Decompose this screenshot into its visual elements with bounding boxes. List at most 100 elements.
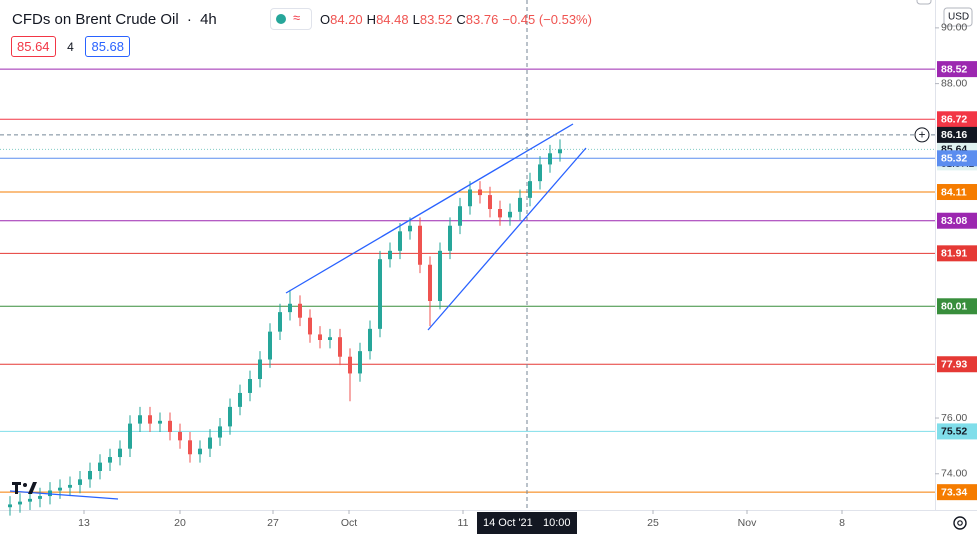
candle-body [408, 225, 412, 232]
crosshair-time: 10:00 [543, 517, 571, 529]
crosshair-time-bg [477, 512, 577, 534]
x-tick-label: 25 [647, 517, 659, 529]
y-tick-label: 74.00 [941, 468, 967, 480]
candle-body [248, 379, 252, 393]
candle-body [348, 356, 352, 374]
ohlc-key: H [366, 12, 377, 27]
candle-body [368, 328, 372, 352]
x-tick-label: 27 [267, 517, 279, 529]
candle-body [98, 462, 102, 471]
change: −0.45 (−0.53%) [502, 12, 592, 27]
x-tick-label: 13 [78, 517, 90, 529]
candle-body [128, 423, 132, 449]
candle-body [278, 312, 282, 332]
currency-selector[interactable]: USD [916, 0, 973, 27]
level-label: 85.32 [941, 153, 967, 165]
candle-body [78, 479, 82, 485]
logo [12, 482, 37, 494]
candle-body [218, 426, 222, 438]
add-alert-button[interactable] [914, 127, 930, 143]
candle-body [58, 487, 62, 491]
candle-body [28, 498, 32, 502]
candle-body [478, 189, 482, 196]
level-label: 86.72 [941, 114, 967, 126]
candle-body [338, 337, 342, 357]
add-alert-icon: + [918, 128, 925, 142]
candle-body [538, 164, 542, 182]
candle-body [428, 264, 432, 301]
candle-body [518, 197, 522, 212]
candle-body [378, 259, 382, 329]
candle-body [318, 334, 322, 340]
candle-body [528, 181, 532, 198]
crosshair-date: 14 Oct '21 [483, 517, 533, 529]
candle-body [238, 392, 242, 407]
bid[interactable]: 85.64 [11, 36, 56, 57]
candle-body [418, 225, 422, 265]
candle-body [388, 250, 392, 260]
candle-body [308, 317, 312, 335]
currency-label: USD [948, 12, 969, 23]
candle-body [118, 448, 122, 458]
title-row: CFDs on Brent Crude Oil · 4h [12, 11, 217, 28]
level-label-bg [937, 356, 977, 373]
level-label: 88.52 [941, 63, 967, 75]
candle-body [358, 351, 362, 374]
level-label-bg [937, 61, 977, 78]
candle-body [288, 303, 292, 313]
x-tick-label: 20 [174, 517, 186, 529]
candle-body [258, 359, 262, 380]
ohlc-value: 83.76 [465, 12, 499, 27]
candle-body [178, 431, 182, 441]
wedge-lower-line [427, 147, 587, 331]
level-label-bg [937, 184, 977, 201]
ask[interactable]: 85.68 [85, 36, 131, 57]
candle-body [558, 149, 562, 154]
x-tick-label: Nov [738, 517, 757, 529]
level-label: 73.34 [941, 486, 967, 498]
ohlc-value: 83.52 [419, 12, 453, 27]
candle-body [438, 250, 442, 301]
level-label-bg [937, 212, 977, 229]
level-label: 80.01 [941, 301, 967, 313]
candle-body [468, 189, 472, 207]
candle-body [68, 484, 72, 488]
candle-body [208, 437, 212, 449]
ohlc-key: O [320, 12, 331, 27]
candle-body [498, 209, 502, 218]
candle-body [38, 496, 42, 499]
wedge-upper-line [285, 123, 574, 294]
settings-icon[interactable] [953, 516, 967, 530]
candle-body [48, 490, 52, 497]
y-tick-label: 90.00 [941, 22, 967, 34]
candle-body [298, 303, 302, 318]
ohlc-legend: O84.20 H84.48 L83.52 C83.76 −0.45 (−0.53%) [320, 12, 592, 27]
candle-body [188, 440, 192, 455]
interval: 4h [200, 11, 217, 28]
status-pill[interactable]: ≈ [270, 8, 312, 30]
candle-body [108, 457, 112, 463]
candle-body [228, 406, 232, 427]
candle-body [138, 415, 142, 424]
candle-body [458, 206, 462, 226]
level-label-bg [937, 484, 977, 501]
level-label: 81.91 [941, 248, 967, 260]
candle-body [198, 448, 202, 455]
candle-body [448, 225, 452, 251]
candle-body [168, 420, 172, 432]
candle-body [268, 331, 272, 360]
spread: 4 [67, 40, 74, 54]
candle-body [328, 337, 332, 340]
y-tick-label: 76.00 [941, 412, 967, 424]
x-tick-label: 11 [458, 517, 469, 529]
bid-ask: 85.64 4 85.68 [11, 36, 131, 57]
level-label-bg [937, 111, 977, 128]
level-label: 77.93 [941, 359, 967, 371]
level-label: 84.11 [941, 186, 967, 198]
candle-body [548, 153, 552, 165]
ohlc-key: C [456, 12, 466, 27]
candle-body [158, 420, 162, 424]
ohlc-value: 84.20 [330, 12, 363, 27]
ohlc-value: 84.48 [376, 12, 409, 27]
